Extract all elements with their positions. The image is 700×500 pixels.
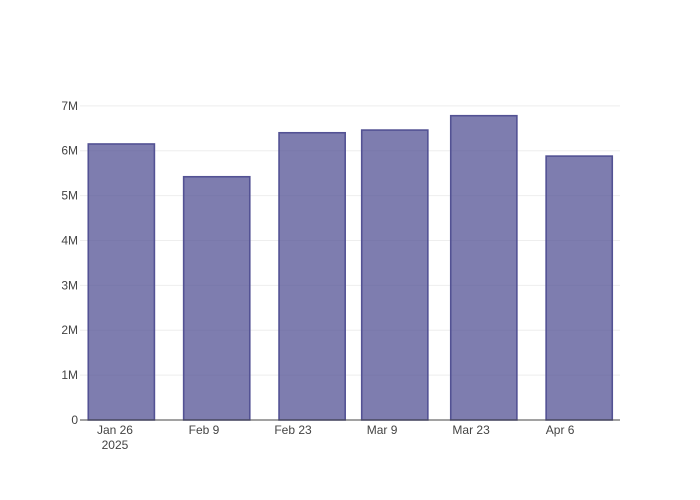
x-tick-label: Feb 23 xyxy=(274,423,312,437)
x-tick-label: Apr 6 xyxy=(546,423,575,437)
y-tick-label: 0 xyxy=(71,413,78,427)
y-tick-label: 1M xyxy=(61,368,78,382)
y-tick-label: 4M xyxy=(61,233,78,247)
y-tick-label: 2M xyxy=(61,323,78,337)
y-tick-label: 7M xyxy=(61,99,78,113)
x-tick-label: Jan 26 2025 xyxy=(97,423,133,452)
bar xyxy=(449,114,518,421)
bar xyxy=(278,131,346,421)
x-tick-label: Mar 9 xyxy=(367,423,398,437)
x-tick-label: Feb 9 xyxy=(189,423,220,437)
bar xyxy=(182,175,251,421)
y-tick-label: 5M xyxy=(61,189,78,203)
bar xyxy=(360,129,429,421)
y-tick-label: 3M xyxy=(61,278,78,292)
bar xyxy=(545,155,614,421)
bar xyxy=(87,143,156,421)
x-tick-label: Mar 23 xyxy=(452,423,490,437)
y-tick-label: 6M xyxy=(61,144,78,158)
